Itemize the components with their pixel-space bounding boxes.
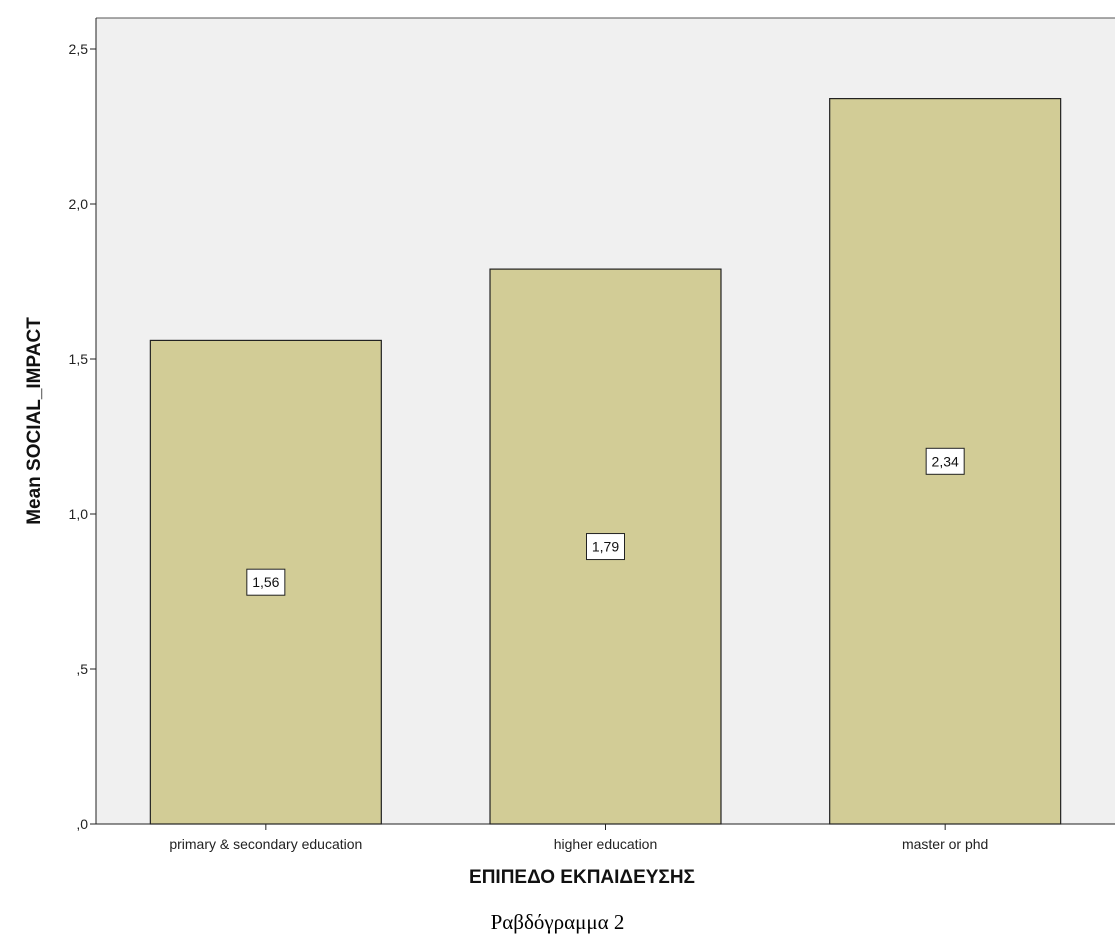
data-label: 1,79 (592, 539, 619, 555)
x-tick-label: master or phd (902, 836, 988, 852)
x-tick-label: higher education (554, 836, 658, 852)
y-tick-label: ,5 (76, 661, 88, 677)
bars: 1,56 1,79 2,34 (149, 97, 1062, 825)
data-label: 2,34 (932, 453, 959, 469)
figure-caption: Ραβδόγραμμα 2 (490, 910, 625, 934)
y-tick-label: ,0 (76, 816, 88, 832)
y-tick-label: 2,5 (69, 41, 89, 57)
data-label-box (586, 533, 625, 561)
y-axis-ticks: ,0 ,5 1,0 1,5 2,0 2,5 (69, 41, 96, 832)
y-tick-label: 1,0 (69, 506, 89, 522)
y-tick-label: 1,5 (69, 351, 89, 367)
data-label: 1,56 (252, 574, 279, 590)
y-axis-title: Mean SOCIAL_IMPACT (24, 317, 45, 525)
y-tick-label: 2,0 (69, 196, 89, 212)
data-label-box (246, 568, 286, 596)
x-axis-title: ΕΠΙΠΕΔΟ ΕΚΠΑΙΔΕΥΣΗΣ (469, 867, 695, 888)
data-label-box (925, 447, 965, 475)
x-axis-ticks: primary & secondary education higher educ… (169, 824, 988, 852)
x-tick-label: primary & secondary education (169, 836, 362, 852)
